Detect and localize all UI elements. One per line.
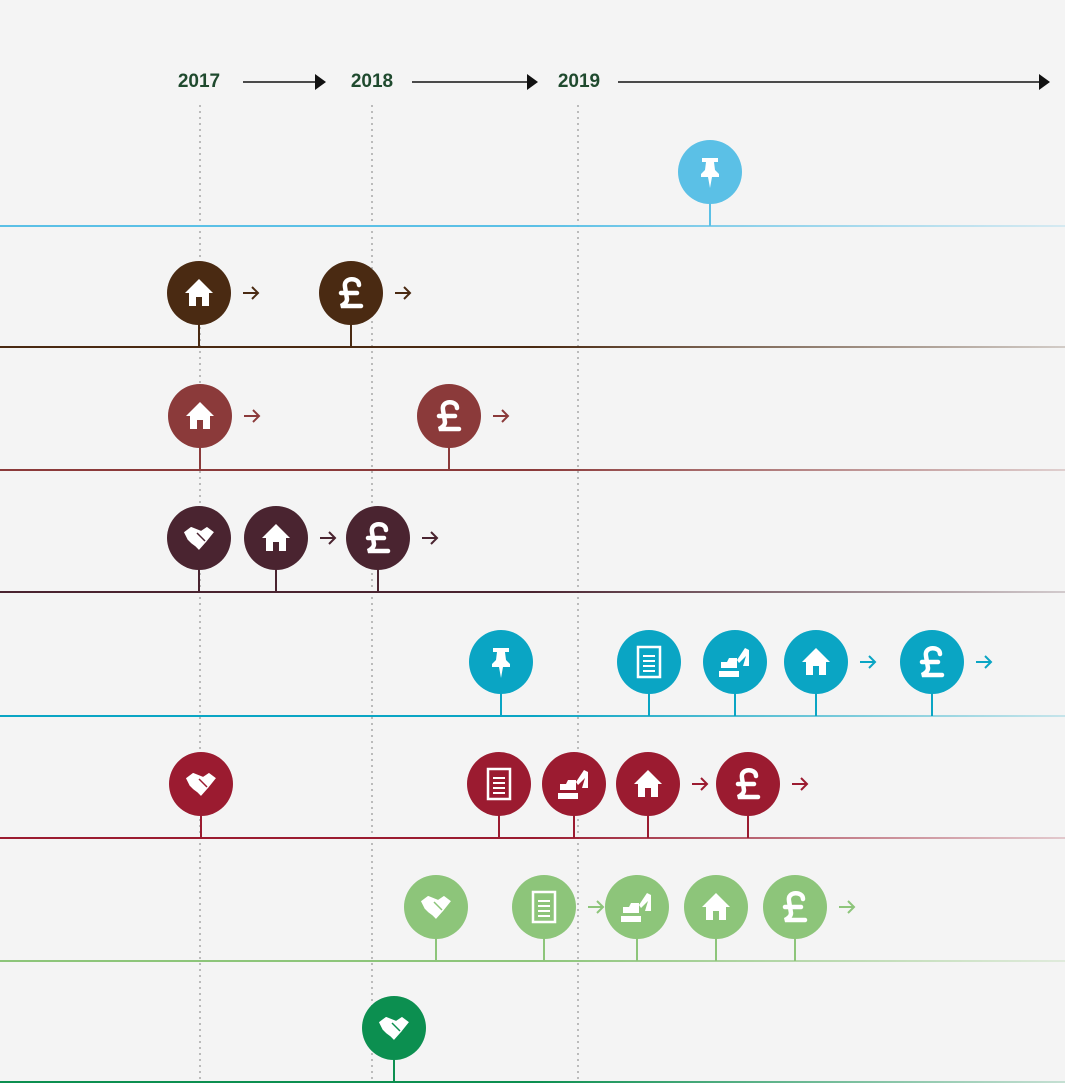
handshake-icon: [184, 771, 219, 799]
next-arrow: [395, 286, 412, 300]
milestone: [362, 996, 426, 1082]
timeline-row: [0, 261, 1065, 348]
milestone: [346, 506, 439, 592]
row-line: [0, 225, 1065, 227]
milestone: [542, 752, 606, 838]
milestone: [684, 875, 748, 961]
pound-icon: [782, 891, 808, 923]
next-arrow: [243, 286, 260, 300]
milestone: [169, 752, 233, 838]
row-line: [0, 469, 1065, 471]
house-icon: [634, 770, 662, 797]
timeline-row: [0, 630, 1065, 717]
next-arrow: [976, 655, 993, 669]
next-arrow: [839, 900, 856, 914]
milestone: [605, 875, 669, 961]
axis-arrow-head: [315, 74, 326, 90]
digger-icon: [719, 648, 749, 677]
year-label: 2018: [351, 71, 393, 92]
next-arrow: [792, 777, 809, 791]
milestone: [617, 630, 681, 716]
doc-icon: [636, 645, 662, 679]
milestone: [716, 752, 809, 838]
timeline-row: [0, 384, 1065, 471]
milestone: [469, 630, 533, 716]
row-line: [0, 837, 1065, 839]
row-line: [0, 1081, 1065, 1083]
year-axis: 2017 2018 2019: [178, 71, 1050, 1083]
timeline-row: [0, 140, 1065, 227]
row-line: [0, 591, 1065, 593]
next-arrow: [692, 777, 709, 791]
next-arrow: [860, 655, 877, 669]
next-arrow: [493, 409, 510, 423]
milestone: [417, 384, 510, 470]
timeline-row: [0, 996, 1065, 1083]
year-label: 2019: [558, 71, 600, 92]
milestone: [404, 875, 468, 961]
timeline-row: [0, 752, 1065, 839]
milestone: [616, 752, 709, 838]
milestone: [900, 630, 993, 716]
milestone: [319, 261, 412, 347]
pound-icon: [365, 522, 391, 554]
timeline-row: [0, 506, 1065, 593]
milestone: [467, 752, 531, 838]
milestone: [167, 506, 231, 592]
axis-arrow-head: [527, 74, 538, 90]
timeline-row: [0, 875, 1065, 962]
pound-icon: [338, 277, 364, 309]
row-line: [0, 346, 1065, 348]
digger-icon: [558, 770, 588, 799]
house-icon: [262, 524, 290, 551]
milestone: [703, 630, 767, 716]
next-arrow: [422, 531, 439, 545]
house-icon: [702, 893, 730, 920]
doc-icon: [531, 890, 557, 924]
digger-icon: [621, 893, 651, 922]
milestone: [168, 384, 261, 470]
doc-icon: [486, 767, 512, 801]
milestone: [512, 875, 605, 961]
row-line: [0, 960, 1065, 962]
house-icon: [802, 648, 830, 675]
row-line: [0, 715, 1065, 717]
milestone: [678, 140, 742, 226]
milestone: [244, 506, 337, 592]
year-label: 2017: [178, 71, 220, 92]
house-icon: [186, 402, 214, 429]
next-arrow: [244, 409, 261, 423]
pin-icon: [701, 158, 719, 188]
handshake-icon: [419, 894, 454, 922]
pound-icon: [436, 400, 462, 432]
axis-arrow-head: [1039, 74, 1050, 90]
handshake-icon: [377, 1015, 412, 1043]
handshake-icon: [182, 525, 217, 553]
house-icon: [185, 279, 213, 306]
pound-icon: [919, 646, 945, 678]
milestone: [167, 261, 260, 347]
rows: [0, 140, 1065, 1083]
next-arrow: [588, 900, 605, 914]
next-arrow: [320, 531, 337, 545]
milestone: [784, 630, 877, 716]
pound-icon: [735, 768, 761, 800]
pin-icon: [492, 648, 510, 678]
milestone: [763, 875, 856, 961]
